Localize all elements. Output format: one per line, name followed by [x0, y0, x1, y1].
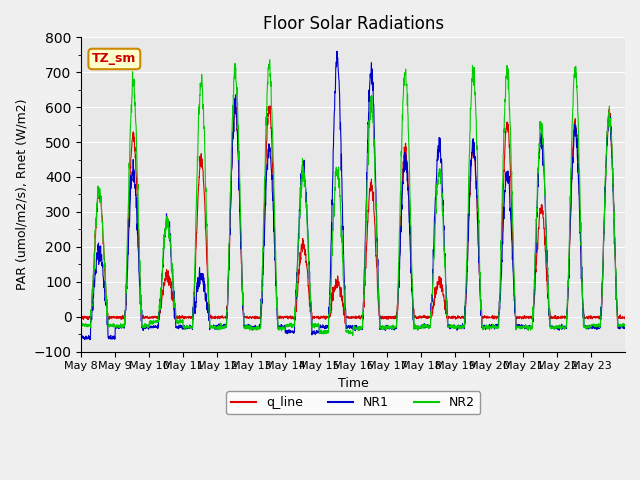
q_line — [132, 152, 140, 158]
NR1 — [132, 192, 140, 197]
NR1 — [621, 324, 629, 330]
NR2 — [266, 57, 273, 63]
NR2 — [132, 116, 140, 121]
q_line — [517, 315, 525, 321]
q_line — [77, 314, 85, 320]
q_line — [231, 97, 239, 103]
NR2 — [349, 333, 356, 338]
Y-axis label: PAR (umol/m2/s), Rnet (W/m2): PAR (umol/m2/s), Rnet (W/m2) — [15, 99, 28, 290]
Line: q_line: q_line — [81, 100, 625, 324]
NR1 — [250, 325, 257, 331]
NR1 — [614, 317, 621, 323]
NR1 — [548, 324, 556, 329]
q_line — [614, 313, 621, 319]
X-axis label: Time: Time — [338, 377, 369, 390]
NR1 — [333, 48, 341, 54]
NR2 — [548, 324, 556, 330]
NR1 — [387, 324, 394, 330]
NR2 — [249, 326, 257, 332]
NR2 — [387, 324, 394, 330]
Line: NR1: NR1 — [81, 51, 625, 340]
Legend: q_line, NR1, NR2: q_line, NR1, NR2 — [226, 391, 480, 414]
NR2 — [77, 320, 85, 326]
NR2 — [517, 324, 525, 330]
NR1 — [77, 334, 85, 340]
q_line — [512, 322, 520, 327]
NR1 — [517, 325, 525, 331]
Line: NR2: NR2 — [81, 60, 625, 336]
q_line — [250, 315, 257, 321]
NR2 — [621, 322, 629, 328]
q_line — [386, 315, 394, 321]
NR2 — [614, 320, 621, 325]
q_line — [548, 314, 556, 320]
Text: TZ_sm: TZ_sm — [92, 52, 136, 65]
Title: Floor Solar Radiations: Floor Solar Radiations — [262, 15, 444, 33]
NR1 — [86, 337, 94, 343]
q_line — [621, 313, 629, 319]
